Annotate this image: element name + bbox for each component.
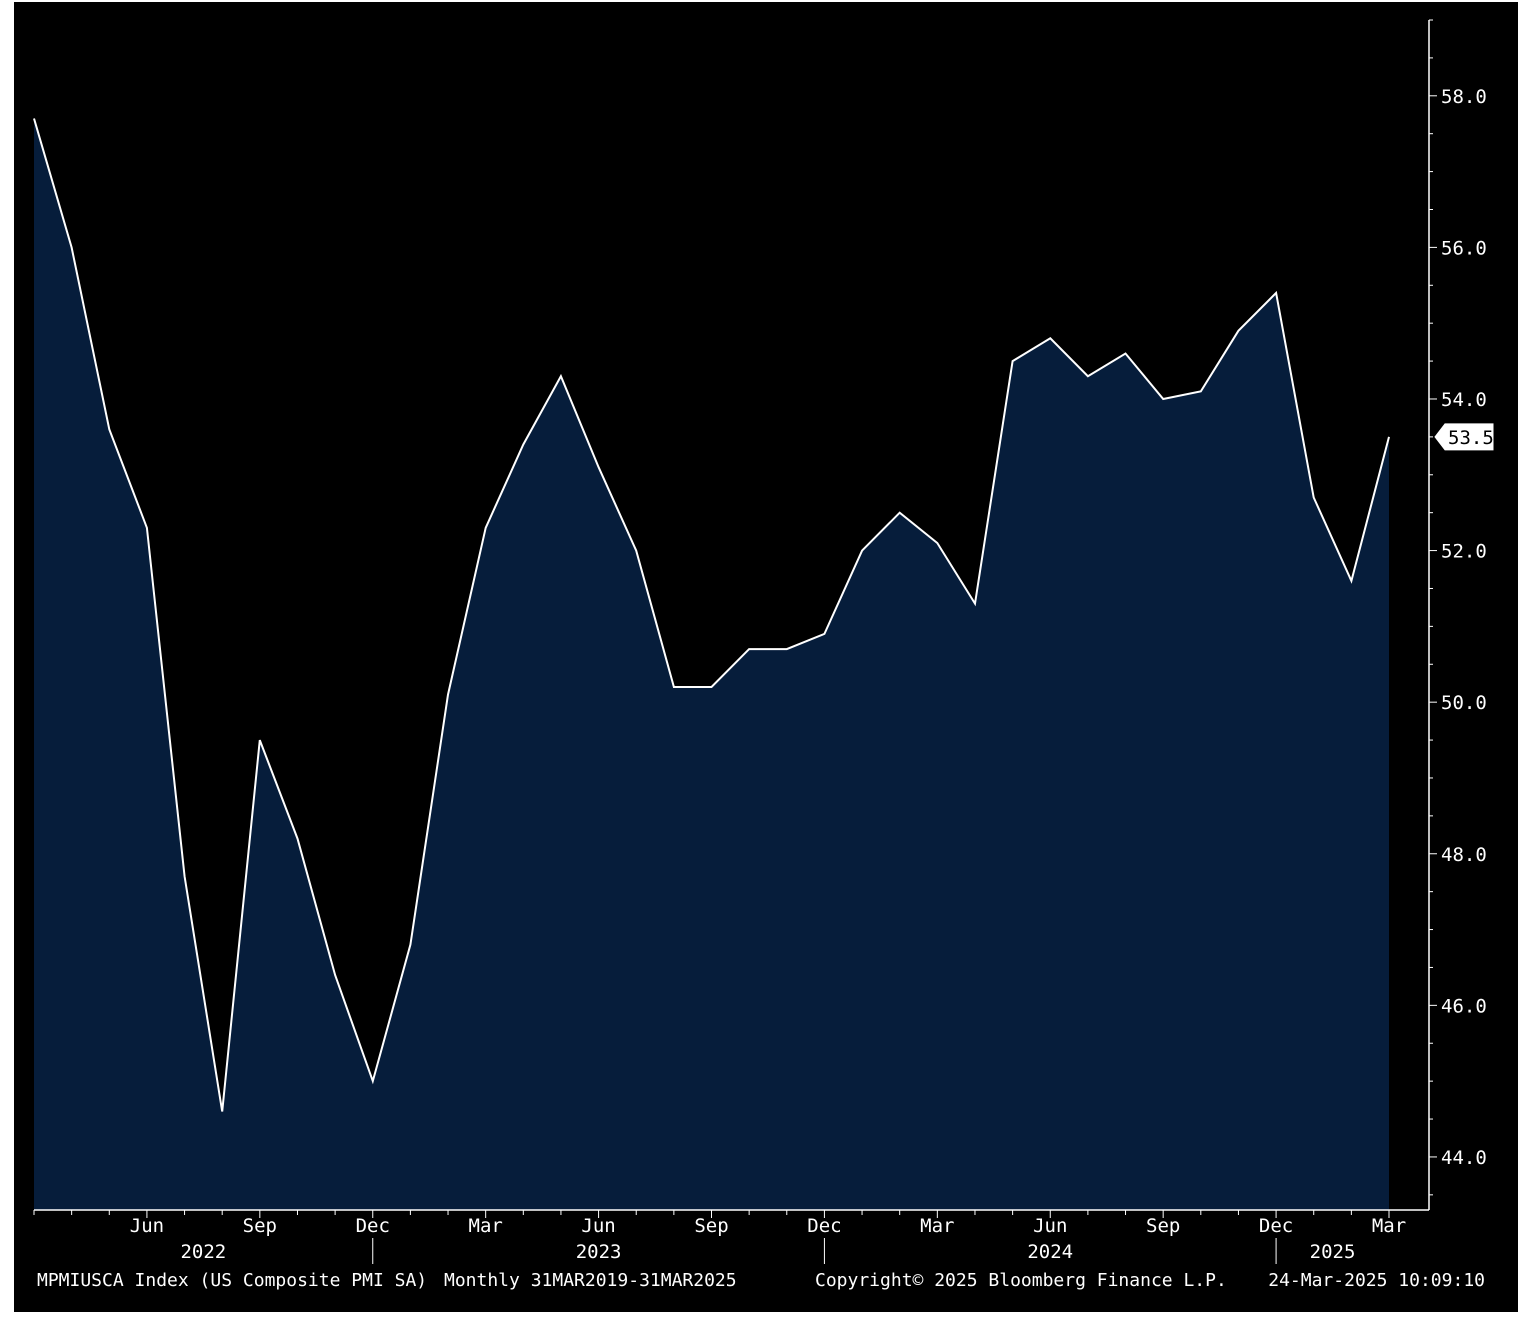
x-tick-label: Sep [694,1215,728,1237]
y-tick-label: 44.0 [1441,1147,1487,1169]
year-label: 2024 [1027,1241,1073,1263]
x-tick-label: Mar [920,1215,954,1237]
y-tick-label: 48.0 [1441,844,1487,866]
x-tick-label: Sep [1146,1215,1180,1237]
x-tick-label: Dec [356,1215,390,1237]
last-value-label: 53.5 [1448,427,1494,449]
x-tick-label: Mar [469,1215,503,1237]
y-tick-label: 50.0 [1441,692,1487,714]
y-tick-label: 54.0 [1441,389,1487,411]
footer-index-label: MPMIUSCA Index (US Composite PMI SA) [37,1270,427,1291]
x-tick-label: Mar [1372,1215,1406,1237]
year-label: 2022 [180,1241,226,1263]
y-tick-label: 58.0 [1441,86,1487,108]
y-tick-label: 46.0 [1441,995,1487,1017]
x-tick-label: Dec [807,1215,841,1237]
footer-copyright: Copyright© 2025 Bloomberg Finance L.P. [815,1270,1227,1291]
x-tick-label: Jun [1033,1215,1067,1237]
year-label: 2023 [576,1241,622,1263]
year-label: 2025 [1310,1241,1356,1263]
x-tick-label: Jun [581,1215,615,1237]
y-tick-label: 56.0 [1441,237,1487,259]
x-tick-label: Dec [1259,1215,1293,1237]
footer-range-label: Monthly 31MAR2019-31MAR2025 [444,1270,737,1291]
y-tick-label: 52.0 [1441,541,1487,563]
x-tick-label: Jun [130,1215,164,1237]
footer-timestamp: 24-Mar-2025 10:09:10 [1268,1270,1485,1291]
x-tick-label: Sep [243,1215,277,1237]
